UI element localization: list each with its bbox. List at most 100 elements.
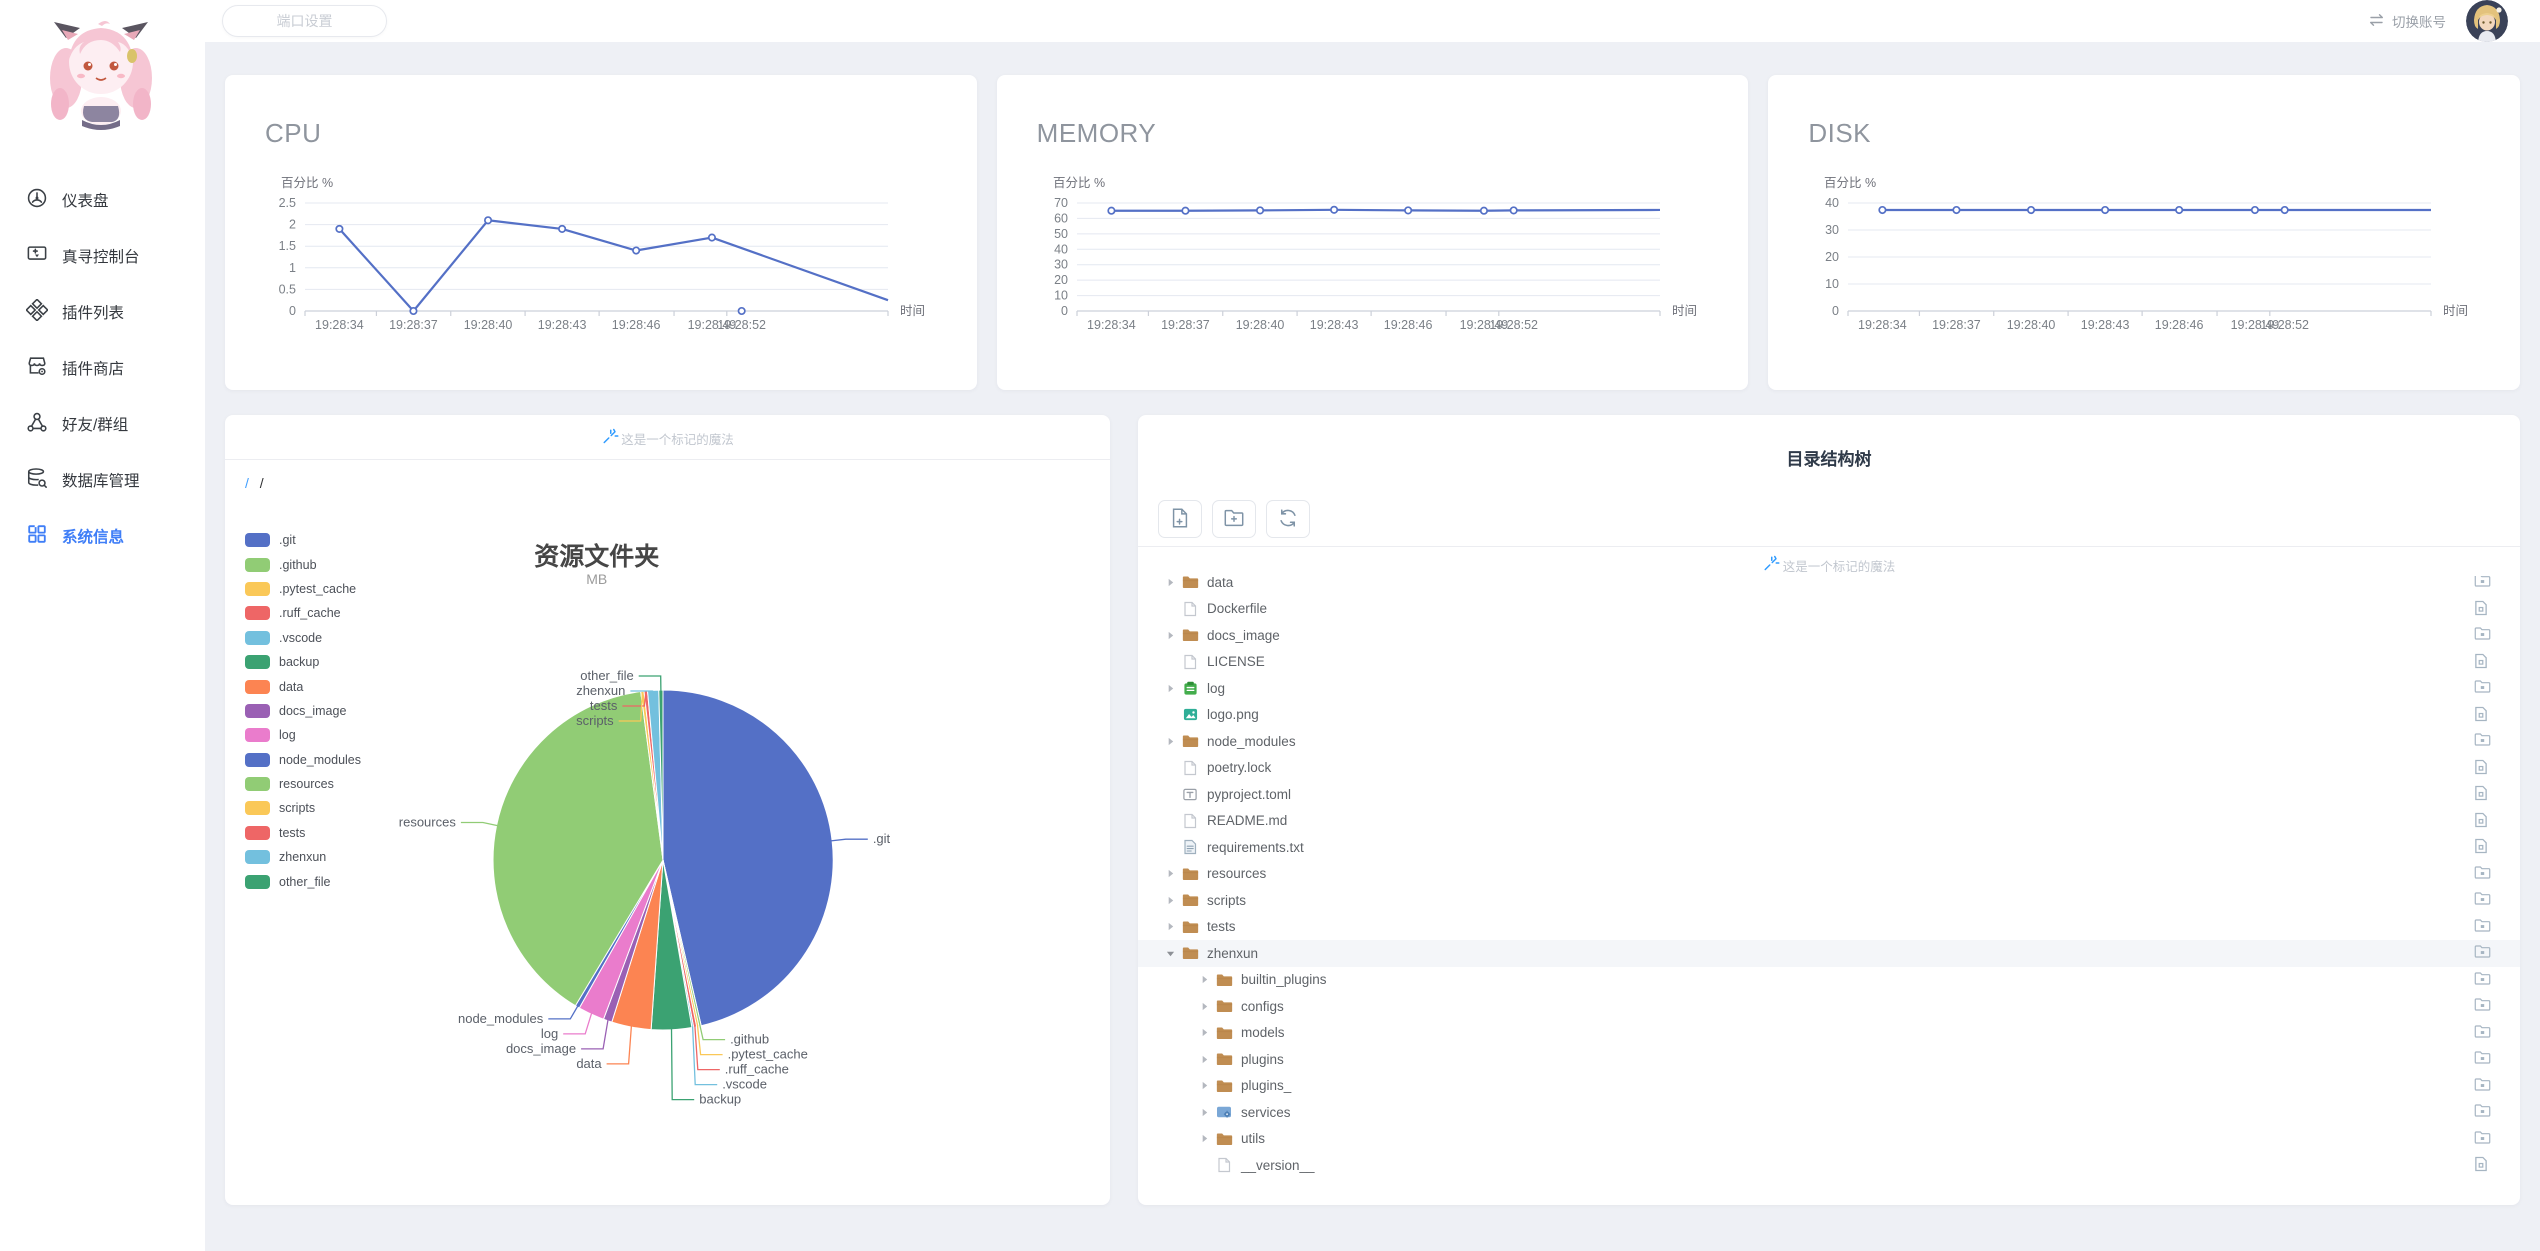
download-icon[interactable] — [2474, 838, 2492, 856]
tree-node-label: pyproject.toml — [1207, 786, 1292, 802]
tree-row-builtin_plugins[interactable]: builtin_plugins — [1138, 967, 2520, 994]
caret-right-icon[interactable] — [1196, 972, 1212, 988]
tree-row-scripts[interactable]: scripts — [1138, 887, 2520, 914]
download-icon[interactable] — [2474, 626, 2492, 644]
legend-item-docs_image[interactable]: docs_image — [245, 699, 361, 723]
tree-row-pyproject.toml[interactable]: pyproject.toml — [1138, 781, 2520, 808]
download-icon[interactable] — [2474, 865, 2492, 883]
download-icon[interactable] — [2474, 679, 2492, 697]
tree-row-LICENSE[interactable]: LICENSE — [1138, 649, 2520, 676]
download-icon[interactable] — [2474, 1024, 2492, 1042]
tree-row-zhenxun[interactable]: zhenxun — [1138, 940, 2520, 967]
tree-row-models[interactable]: models — [1138, 1020, 2520, 1047]
download-icon[interactable] — [2474, 732, 2492, 750]
download-icon[interactable] — [2474, 944, 2492, 962]
tree-row-plugins[interactable]: plugins — [1138, 1046, 2520, 1073]
breadcrumb-root[interactable]: / — [245, 475, 249, 491]
download-icon[interactable] — [2474, 653, 2492, 671]
caret-right-icon[interactable] — [1196, 1051, 1212, 1067]
sidebar-item-database[interactable]: 数据库管理 — [0, 452, 205, 508]
tree-row-resources[interactable]: resources — [1138, 861, 2520, 888]
sidebar-item-dashboard[interactable]: 仪表盘 — [0, 172, 205, 228]
download-icon[interactable] — [2474, 891, 2492, 909]
caret-right-icon[interactable] — [1196, 1078, 1212, 1094]
legend-item-backup[interactable]: backup — [245, 650, 361, 674]
account-avatar[interactable] — [2466, 0, 2508, 42]
caret-right-icon[interactable] — [1196, 1025, 1212, 1041]
tree-row-poetry.lock[interactable]: poetry.lock — [1138, 755, 2520, 782]
tree-row-requirements.txt[interactable]: requirements.txt — [1138, 834, 2520, 861]
tree-node-label: node_modules — [1207, 733, 1296, 749]
caret-right-icon[interactable] — [1162, 576, 1178, 590]
tree-row-__version__[interactable]: __version__ — [1138, 1152, 2520, 1179]
legend-item-.pytest_cache[interactable]: .pytest_cache — [245, 577, 361, 601]
tree-row-plugins_[interactable]: plugins_ — [1138, 1073, 2520, 1100]
download-icon[interactable] — [2474, 1050, 2492, 1068]
sidebar-item-friends-groups[interactable]: 好友/群组 — [0, 396, 205, 452]
tree-row-Dockerfile[interactable]: Dockerfile — [1138, 596, 2520, 623]
sidebar-item-plugin-list[interactable]: 插件列表 — [0, 284, 205, 340]
legend-item-.ruff_cache[interactable]: .ruff_cache — [245, 601, 361, 625]
legend-item-data[interactable]: data — [245, 674, 361, 698]
legend-swatch — [245, 777, 270, 792]
sidebar-item-plugin-store[interactable]: 插件商店 — [0, 340, 205, 396]
sidebar-item-console[interactable]: 真寻控制台 — [0, 228, 205, 284]
svg-text:40: 40 — [1825, 196, 1839, 210]
tree-row-log[interactable]: log — [1138, 675, 2520, 702]
refresh-button[interactable] — [1266, 500, 1310, 538]
new-folder-button[interactable] — [1212, 500, 1256, 538]
caret-right-icon[interactable] — [1196, 998, 1212, 1014]
download-icon[interactable] — [2474, 600, 2492, 618]
caret-spacer — [1162, 760, 1178, 776]
legend-item-.vscode[interactable]: .vscode — [245, 626, 361, 650]
download-icon[interactable] — [2474, 997, 2492, 1015]
caret-right-icon[interactable] — [1162, 919, 1178, 935]
caret-right-icon[interactable] — [1162, 866, 1178, 882]
sidebar-item-system-info[interactable]: 系统信息 — [0, 508, 205, 564]
tree-row-configs[interactable]: configs — [1138, 993, 2520, 1020]
caret-right-icon[interactable] — [1162, 733, 1178, 749]
download-icon[interactable] — [2474, 785, 2492, 803]
tree-row-data[interactable]: data — [1138, 576, 2520, 596]
download-icon[interactable] — [2474, 1077, 2492, 1095]
caret-right-icon[interactable] — [1196, 1104, 1212, 1120]
switch-account-button[interactable]: 切换账号 — [2368, 11, 2446, 31]
download-icon[interactable] — [2474, 1156, 2492, 1174]
download-icon[interactable] — [2474, 706, 2492, 724]
legend-item-.github[interactable]: .github — [245, 552, 361, 576]
tree-row-utils[interactable]: utils — [1138, 1126, 2520, 1153]
new-file-button[interactable] — [1158, 500, 1202, 538]
legend-label: .ruff_cache — [279, 606, 341, 621]
port-settings-button[interactable]: 端口设置 — [222, 5, 387, 37]
legend-item-other_file[interactable]: other_file — [245, 869, 361, 893]
tree-row-docs_image[interactable]: docs_image — [1138, 622, 2520, 649]
download-icon[interactable] — [2474, 1130, 2492, 1148]
tree-row-README.md[interactable]: README.md — [1138, 808, 2520, 835]
caret-right-icon[interactable] — [1162, 680, 1178, 696]
caret-right-icon[interactable] — [1162, 892, 1178, 908]
breadcrumb-current[interactable]: / — [259, 475, 264, 491]
legend-item-log[interactable]: log — [245, 723, 361, 747]
svg-text:30: 30 — [1825, 223, 1839, 237]
caret-down-icon[interactable] — [1162, 945, 1178, 961]
tree-row-tests[interactable]: tests — [1138, 914, 2520, 941]
legend-item-scripts[interactable]: scripts — [245, 796, 361, 820]
download-icon[interactable] — [2474, 1103, 2492, 1121]
legend-item-.git[interactable]: .git — [245, 528, 361, 552]
caret-right-icon[interactable] — [1162, 627, 1178, 643]
legend-item-node_modules[interactable]: node_modules — [245, 748, 361, 772]
tree-row-node_modules[interactable]: node_modules — [1138, 728, 2520, 755]
download-icon[interactable] — [2474, 576, 2492, 591]
legend-item-resources[interactable]: resources — [245, 772, 361, 796]
tree-row-logo.png[interactable]: logo.png — [1138, 702, 2520, 729]
download-icon[interactable] — [2474, 812, 2492, 830]
legend-item-tests[interactable]: tests — [245, 821, 361, 845]
download-icon[interactable] — [2474, 759, 2492, 777]
legend-item-zhenxun[interactable]: zhenxun — [245, 845, 361, 869]
tree-row-services[interactable]: services — [1138, 1099, 2520, 1126]
download-icon[interactable] — [2474, 971, 2492, 989]
grid-icon — [26, 523, 48, 550]
download-icon[interactable] — [2474, 918, 2492, 936]
caret-right-icon[interactable] — [1196, 1131, 1212, 1147]
file-icon — [1180, 653, 1200, 671]
